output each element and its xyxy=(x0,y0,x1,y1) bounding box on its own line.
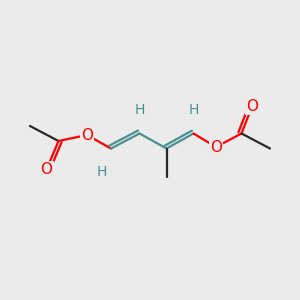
Text: O: O xyxy=(246,99,258,114)
Text: O: O xyxy=(210,140,222,154)
Text: O: O xyxy=(81,128,93,142)
Text: H: H xyxy=(188,103,199,116)
Text: H: H xyxy=(134,103,145,116)
Text: O: O xyxy=(40,162,52,177)
Text: H: H xyxy=(97,166,107,179)
